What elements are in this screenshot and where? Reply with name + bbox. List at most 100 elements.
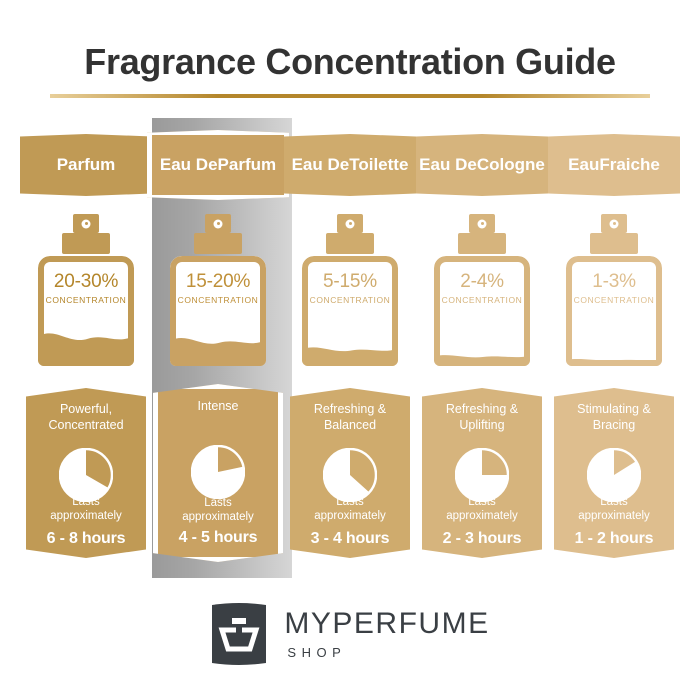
info-card-eau-fraiche[interactable]: Stimulating & Bracing Lasts approximately 1 … [554,388,674,558]
category-badge-eau-de-parfum[interactable]: Eau De Parfum [147,130,289,200]
nozzle-hole-icon [81,219,91,228]
bottle-liquid-fill [302,342,398,366]
duration-value: 3 - 4 hours [310,530,390,547]
bottle-eau-de-cologne: 2-4% CONCENTRATION [416,214,548,366]
longevity-pie-chart [455,448,509,502]
card-title-line: Refreshing & [445,402,519,416]
bottle-eau-de-toilette: 5-15% CONCENTRATION [284,214,416,366]
column-parfum: Parfum 20-30% CONCENTRATION Powerful, Concen… [20,0,152,700]
card-title-line: Refreshing & [313,402,387,416]
bottle-nozzle-icon [601,214,627,233]
longevity-pie-chart [587,448,641,502]
bottle-body: 2-4% CONCENTRATION [434,256,530,366]
badge-line: Parfum [217,155,277,175]
bottle-nozzle-icon [337,214,363,233]
bottle-collar [62,233,110,254]
bottle-collar [326,233,374,254]
column-eau-de-cologne: Eau De Cologne 2-4% CONCENTRATION Refreshing… [416,0,548,700]
concentration-value: 2-4% [460,271,504,292]
badge-line: Cologne [476,155,545,175]
lasts-label: Lasts approximately [158,496,278,525]
concentration-block: 20-30% CONCENTRATION [38,272,134,305]
card-title: Refreshing & Balanced [290,402,410,433]
nozzle-hole-icon [609,219,619,228]
bottle-body: 20-30% CONCENTRATION [38,256,134,366]
concentration-value: 15-20% [185,271,251,292]
perfume-basket-icon [212,603,267,665]
bottle-eau-fraiche: 1-3% CONCENTRATION [548,214,680,366]
info-card-eau-de-cologne[interactable]: Refreshing & Uplifting Lasts approximately 2… [422,388,542,558]
card-title-line: Concentrated [48,417,124,432]
card-title-line: Powerful, [59,402,113,416]
nozzle-hole-icon [345,219,355,228]
concentration-block: 5-15% CONCENTRATION [302,272,398,305]
title-divider [50,94,650,98]
duration-value: 4 - 5 hours [178,529,258,546]
longevity-pie-chart [59,448,113,502]
category-badge-eau-de-toilette[interactable]: Eau De Toilette [284,134,416,196]
concentration-label: CONCENTRATION [573,295,655,305]
concentration-label: CONCENTRATION [441,295,523,305]
title-block: Fragrance Concentration Guide [0,42,700,82]
duration-value: 6 - 8 hours [46,530,126,547]
card-title: Stimulating & Bracing [554,402,674,433]
concentration-value: 5-15% [323,271,377,292]
lasts-line: Lasts [468,495,496,508]
column-eau-de-parfum: Eau De Parfum 15-20% CONCENTRATION Intense La… [147,0,289,700]
concentration-value: 20-30% [53,271,119,292]
bottle-eau-de-parfum: 15-20% CONCENTRATION [152,214,284,366]
column-eau-de-toilette: Eau De Toilette 5-15% CONCENTRATION Refreshi… [284,0,416,700]
card-title-line: Stimulating & [577,402,651,416]
card-title: Refreshing & Uplifting [422,402,542,433]
duration-value: 2 - 3 hours [442,530,522,547]
longevity-pie-chart [191,445,245,499]
concentration-block: 1-3% CONCENTRATION [566,272,662,305]
bottle-body: 15-20% CONCENTRATION [170,256,266,366]
nozzle-hole-icon [213,219,223,228]
bottle-parfum: 20-30% CONCENTRATION [20,214,152,366]
logo-subtitle: SHOP [287,645,347,660]
info-card-eau-de-toilette[interactable]: Refreshing & Balanced Lasts approximately 3 … [290,388,410,558]
category-badge-eau-de-cologne[interactable]: Eau De Cologne [416,134,548,196]
lasts-label: Lasts approximately [422,495,542,524]
bottle-nozzle-icon [73,214,99,233]
longevity-pie-chart [323,448,377,502]
logo-text: MYPERFUME SHOP [284,607,490,660]
bottle-liquid-fill [38,324,134,366]
bottle-nozzle-icon [205,214,231,233]
category-badge-parfum[interactable]: Parfum [20,134,152,196]
info-card-parfum[interactable]: Powerful, Concentrated Lasts approximately 6… [26,388,146,558]
lasts-line: approximately [578,510,650,523]
logo-name: MYPERFUME [284,607,490,640]
badge-line: Eau [568,155,600,175]
bottle-collar [590,233,638,254]
lasts-label: Lasts approximately [290,495,410,524]
card-title: Intense [158,399,278,415]
bottle-liquid-fill [434,352,530,366]
card-title: Powerful, Concentrated [26,402,146,433]
concentration-block: 2-4% CONCENTRATION [434,272,530,305]
lasts-label: Lasts approximately [26,495,146,524]
duration-value: 1 - 2 hours [574,530,654,547]
bottle-collar [194,233,242,254]
badge-line: Fraiche [599,155,660,175]
bottle-liquid-fill [566,357,662,366]
lasts-line: approximately [50,510,122,523]
badge-line: Eau De [419,155,477,175]
card-title-line: Bracing [592,417,636,432]
card-title-line: Uplifting [459,417,505,432]
badge-line: Toilette [349,155,409,175]
brand-logo: MYPERFUME SHOP [0,598,700,670]
concentration-label: CONCENTRATION [45,295,127,305]
card-title-line: Balanced [323,417,377,432]
concentration-label: CONCENTRATION [177,295,259,305]
info-card-eau-de-parfum[interactable]: Intense Lasts approximately 4 - 5 hours [153,384,283,562]
lasts-line: Lasts [72,495,100,508]
category-badge-eau-fraiche[interactable]: Eau Fraiche [548,134,680,196]
badge-line: Parfum [56,155,116,175]
badge-line: Eau De [291,155,350,175]
badge-line: Eau De [159,155,218,175]
bottle-collar [458,233,506,254]
